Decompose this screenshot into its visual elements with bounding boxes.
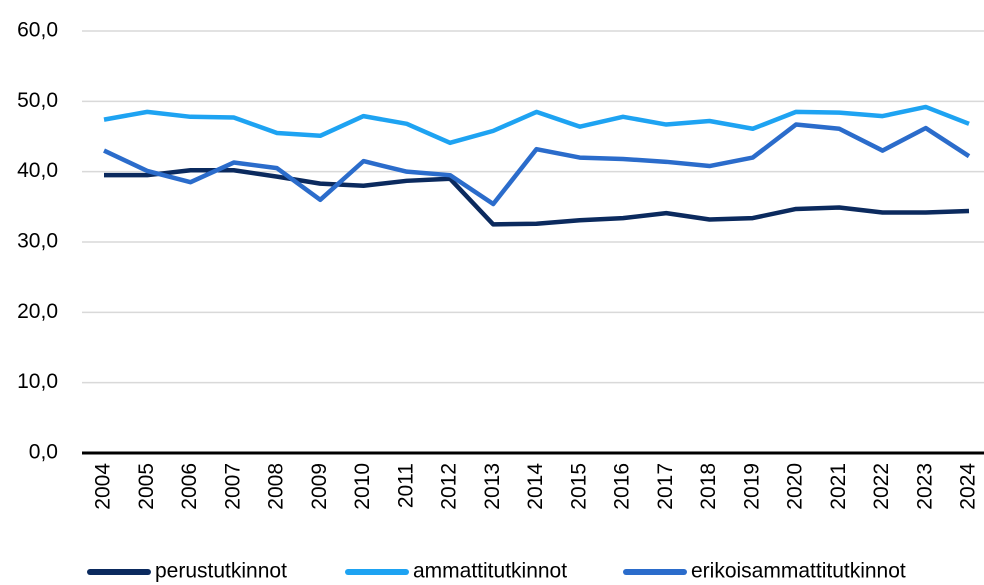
series-line xyxy=(103,104,970,146)
x-tick-label: 2017 xyxy=(654,463,677,510)
legend-label: ammattitutkinnot xyxy=(413,560,567,583)
x-tick-label: 2010 xyxy=(351,463,374,510)
legend-label: perustutkinnot xyxy=(155,560,287,583)
x-tick-label: 2015 xyxy=(567,463,590,510)
x-tick-label: 2011 xyxy=(394,463,417,508)
y-tick-label: 10,0 xyxy=(17,370,58,393)
y-tick-label: 0,0 xyxy=(29,441,58,464)
x-tick-label: 2006 xyxy=(178,463,201,510)
x-tick-label: 2005 xyxy=(135,463,158,510)
series-line xyxy=(104,168,970,227)
x-tick-label: 2013 xyxy=(481,463,504,510)
legend-label: erikoisammattitutkinnot xyxy=(691,560,906,583)
x-tick-label: 2020 xyxy=(784,463,807,510)
y-tick-label: 50,0 xyxy=(17,89,58,112)
x-tick-label: 2004 xyxy=(92,463,115,510)
x-tick-label: 2023 xyxy=(913,463,936,510)
y-tick-label: 60,0 xyxy=(17,19,58,42)
y-tick-label: 40,0 xyxy=(17,159,58,182)
x-tick-label: 2009 xyxy=(308,463,331,510)
x-tick-label: 2024 xyxy=(957,463,980,510)
x-tick-label: 2021 xyxy=(827,463,850,510)
x-tick-label: 2007 xyxy=(221,463,244,510)
x-tick-label: 2012 xyxy=(438,463,461,510)
x-tick-label: 2016 xyxy=(611,463,634,510)
y-tick-label: 30,0 xyxy=(17,230,58,253)
x-tick-label: 2014 xyxy=(524,463,547,510)
x-tick-label: 2022 xyxy=(870,463,893,510)
x-tick-label: 2019 xyxy=(740,463,763,510)
y-tick-label: 20,0 xyxy=(17,300,58,323)
x-tick-label: 2018 xyxy=(697,463,720,510)
series-line xyxy=(103,122,971,207)
x-tick-label: 2008 xyxy=(265,463,288,510)
